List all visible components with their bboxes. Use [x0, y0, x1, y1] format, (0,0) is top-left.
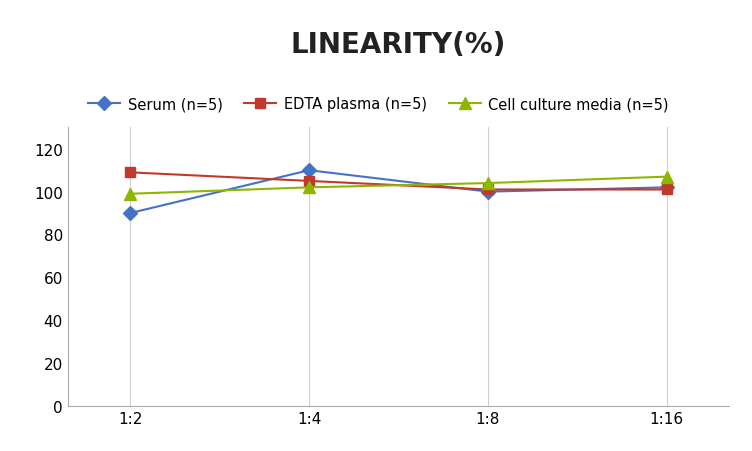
Text: LINEARITY(%): LINEARITY(%) [291, 31, 506, 59]
EDTA plasma (n=5) [663, 187, 672, 193]
Cell culture media (n=5) [305, 185, 314, 191]
Serum (n=5) [484, 189, 493, 195]
Cell culture media (n=5) [126, 192, 135, 197]
Serum (n=5) [126, 211, 135, 216]
Cell culture media (n=5) [484, 181, 493, 186]
Serum (n=5) [305, 168, 314, 174]
Line: Cell culture media (n=5): Cell culture media (n=5) [125, 172, 672, 200]
Serum (n=5) [663, 185, 672, 191]
Line: EDTA plasma (n=5): EDTA plasma (n=5) [126, 168, 672, 195]
EDTA plasma (n=5) [305, 179, 314, 184]
EDTA plasma (n=5) [126, 170, 135, 176]
Line: Serum (n=5): Serum (n=5) [126, 166, 672, 218]
Cell culture media (n=5) [663, 175, 672, 180]
Legend: Serum (n=5), EDTA plasma (n=5), Cell culture media (n=5): Serum (n=5), EDTA plasma (n=5), Cell cul… [88, 97, 669, 112]
EDTA plasma (n=5) [484, 187, 493, 193]
